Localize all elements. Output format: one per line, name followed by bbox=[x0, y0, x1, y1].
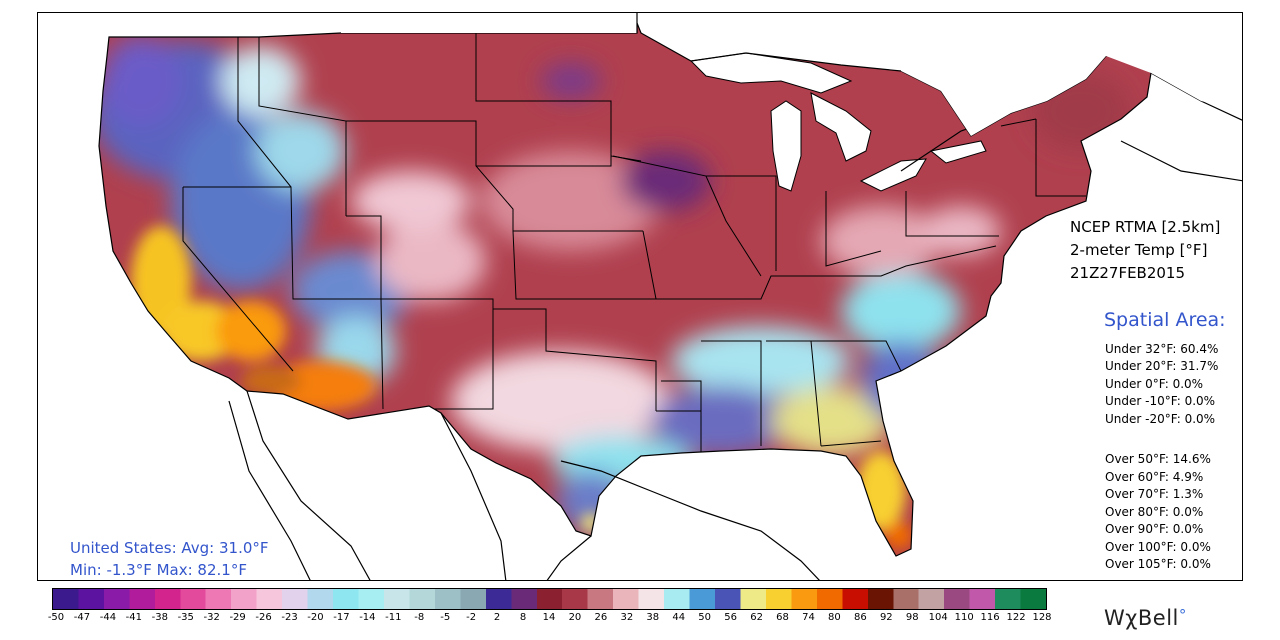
colorbar-tick: 8 bbox=[519, 612, 527, 623]
colorbar-tick: 74 bbox=[802, 612, 815, 623]
stat-under-minus-10: Under -10°F: 0.0% bbox=[1105, 394, 1216, 408]
colorbar-tick: -32 bbox=[203, 612, 220, 623]
colorbar-tick: -29 bbox=[229, 612, 246, 623]
stat-under-minus-20: Under -20°F: 0.0% bbox=[1105, 412, 1216, 426]
product-label: NCEP RTMA [2.5km] bbox=[1070, 218, 1221, 236]
stat-over-105: Over 105°F: 0.0% bbox=[1105, 557, 1211, 571]
temperature-map bbox=[37, 12, 1243, 581]
colorbar-tick: 20 bbox=[568, 612, 582, 623]
colorbar-tick: -41 bbox=[125, 612, 142, 623]
colorbar-tick: -8 bbox=[414, 612, 425, 623]
colorbar-tick: -38 bbox=[151, 612, 168, 623]
summary-average: United States: Avg: 31.0°F bbox=[70, 539, 269, 557]
colorbar-tick: -14 bbox=[359, 612, 376, 623]
colorbar-tick: -26 bbox=[255, 612, 272, 623]
colorbar-tick: -50 bbox=[47, 612, 65, 623]
stat-over-60: Over 60°F: 4.9% bbox=[1105, 470, 1204, 484]
colorbar-tick: -20 bbox=[307, 612, 324, 623]
colorbar-tick: 44 bbox=[672, 612, 686, 623]
stat-under-32: Under 32°F: 60.4% bbox=[1105, 342, 1219, 356]
wxbell-logo: WχBell° bbox=[1104, 606, 1187, 630]
colorbar-tick: -47 bbox=[73, 612, 91, 623]
stat-under-0: Under 0°F: 0.0% bbox=[1105, 377, 1204, 391]
colorbar-tick: 56 bbox=[724, 612, 737, 623]
colorbar-tick: -5 bbox=[440, 612, 451, 623]
colorbar-tick: 92 bbox=[879, 612, 893, 623]
colorbar-tick: 86 bbox=[853, 612, 867, 623]
state-borders bbox=[182, 33, 1086, 456]
colorbar-tick: -2 bbox=[466, 612, 477, 623]
colorbar-tick: -44 bbox=[99, 612, 117, 623]
great-lakes bbox=[689, 52, 987, 192]
colorbar-tick: 32 bbox=[620, 612, 634, 623]
colorbar-tick: 62 bbox=[750, 612, 763, 623]
colorbar-tick: 116 bbox=[980, 612, 1000, 623]
colorbar-tick: 68 bbox=[776, 612, 789, 623]
stat-over-80: Over 80°F: 0.0% bbox=[1105, 505, 1204, 519]
colorbar-tick: 128 bbox=[1032, 612, 1052, 623]
colorbar-tick: -17 bbox=[333, 612, 350, 623]
variable-label: 2-meter Temp [°F] bbox=[1070, 241, 1208, 259]
colorbar-tick: 14 bbox=[542, 612, 556, 623]
temperature-colorbar bbox=[52, 588, 1047, 610]
stat-over-50: Over 50°F: 14.6% bbox=[1105, 452, 1211, 466]
spatial-area-title: Spatial Area: bbox=[1104, 309, 1226, 331]
map-canvas bbox=[38, 13, 1242, 580]
colorbar-tick: 38 bbox=[646, 612, 660, 623]
stat-under-20: Under 20°F: 31.7% bbox=[1105, 359, 1219, 373]
valid-time-label: 21Z27FEB2015 bbox=[1070, 264, 1186, 282]
brand-dot: ° bbox=[1178, 606, 1187, 624]
summary-min-max: Min: -1.3°F Max: 82.1°F bbox=[70, 561, 247, 579]
stat-over-100: Over 100°F: 0.0% bbox=[1105, 540, 1211, 554]
colorbar-tick: 98 bbox=[905, 612, 919, 623]
stat-over-90: Over 90°F: 0.0% bbox=[1105, 522, 1204, 536]
colorbar-tick: -35 bbox=[177, 612, 194, 623]
colorbar-tick: -23 bbox=[281, 612, 298, 623]
colorbar-tick: 80 bbox=[828, 612, 841, 623]
colorbar-tick: 50 bbox=[698, 612, 712, 623]
canada-area bbox=[341, 13, 1242, 136]
colorbar-tick: 122 bbox=[1006, 612, 1026, 623]
colorbar-tick: 26 bbox=[594, 612, 608, 623]
stat-over-70: Over 70°F: 1.3% bbox=[1105, 487, 1204, 501]
colorbar-tick: 2 bbox=[493, 612, 501, 623]
colorbar-tick-labels: -50 -47 -44 -41 -38 -35 -32 -29 -26 -23 -20 -17 -14-… bbox=[0, 612, 1280, 628]
brand-name: WχBell bbox=[1104, 606, 1179, 630]
colorbar-tick: -11 bbox=[385, 612, 402, 623]
colorbar-tick: 104 bbox=[928, 612, 948, 623]
colorbar-tick: 110 bbox=[954, 612, 974, 623]
